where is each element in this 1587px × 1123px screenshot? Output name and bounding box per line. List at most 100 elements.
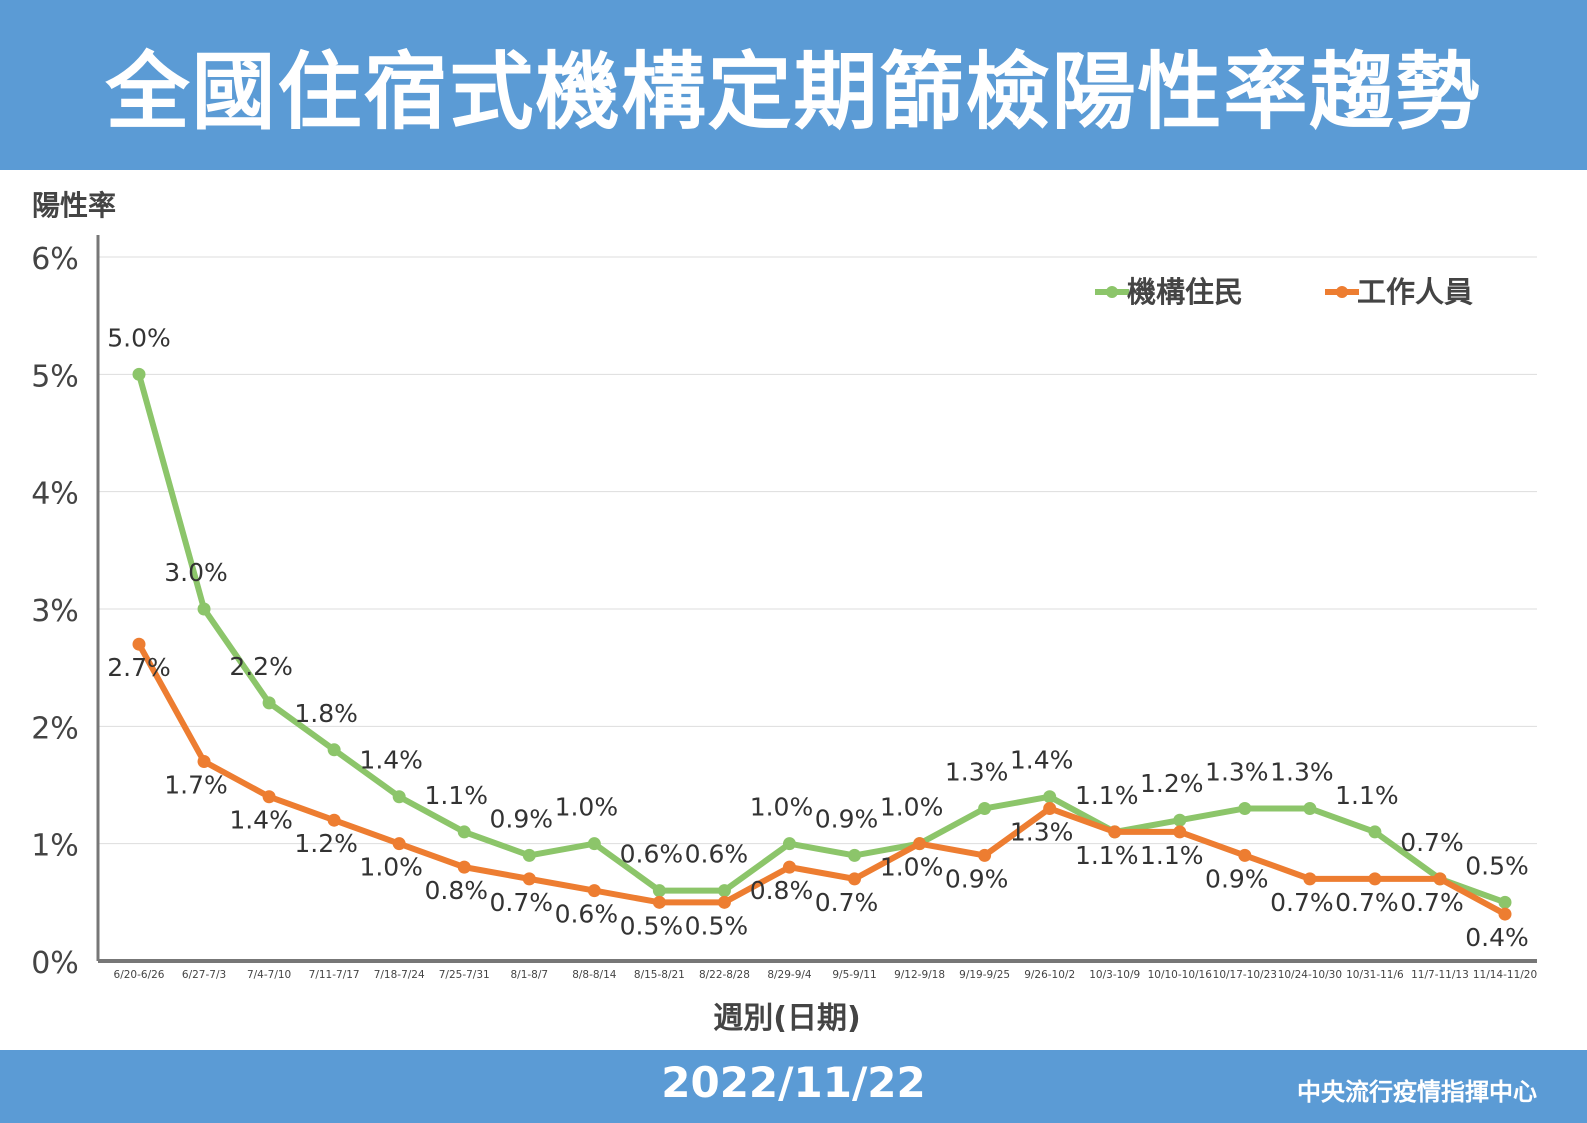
- data-point: [132, 367, 146, 381]
- data-label: 1.0%: [555, 793, 619, 822]
- data-point: [1043, 790, 1057, 804]
- data-point: [587, 884, 601, 898]
- data-label: 0.7%: [490, 888, 554, 917]
- x-tick-label: 9/5-9/11: [832, 969, 876, 981]
- data-label: 2.2%: [229, 652, 293, 681]
- series-line-1: [136, 642, 1507, 917]
- x-tick-label: 10/3-10/9: [1089, 969, 1140, 981]
- data-point: [848, 872, 862, 886]
- data-label: 1.0%: [880, 853, 944, 882]
- data-label: 0.8%: [424, 876, 488, 905]
- data-label: 0.9%: [1205, 864, 1269, 893]
- data-point: [197, 602, 211, 616]
- data-label: 0.5%: [1465, 851, 1529, 880]
- page-title: 全國住宿式機構定期篩檢陽性率趨勢: [0, 0, 1587, 170]
- x-tick-label: 8/15-8/21: [634, 969, 685, 981]
- data-label: 0.9%: [945, 864, 1009, 893]
- data-point: [1498, 895, 1512, 909]
- x-tick-label: 8/22-8/28: [699, 969, 750, 981]
- data-point: [913, 837, 927, 851]
- y-tick-label: 1%: [31, 829, 79, 864]
- data-point: [1303, 801, 1317, 815]
- data-point: [652, 884, 666, 898]
- data-point: [1173, 825, 1187, 839]
- y-tick-label: 3%: [31, 594, 79, 629]
- data-point: [392, 790, 406, 804]
- data-label: 0.9%: [490, 804, 554, 833]
- x-tick-label: 8/1-8/7: [510, 969, 548, 981]
- data-point: [1238, 801, 1252, 815]
- data-point: [522, 848, 536, 862]
- data-point: [197, 755, 211, 769]
- data-label: 1.0%: [750, 793, 814, 822]
- legend-marker: [1336, 286, 1348, 298]
- y-tick-label: 0%: [31, 946, 79, 981]
- data-label: 0.7%: [815, 888, 879, 917]
- data-point: [1303, 872, 1317, 886]
- data-label: 0.6%: [620, 840, 684, 869]
- data-point: [1368, 872, 1382, 886]
- organization: 中央流行疫情指揮中心: [1297, 1078, 1537, 1106]
- series-line-0: [136, 373, 1507, 906]
- data-point: [1108, 825, 1122, 839]
- data-point: [262, 696, 276, 710]
- data-label: 1.4%: [1010, 746, 1074, 775]
- x-tick-label: 6/27-7/3: [182, 969, 226, 981]
- x-tick-label: 11/14-11/20: [1473, 969, 1537, 981]
- data-label: 1.3%: [1270, 757, 1334, 786]
- data-point: [1238, 848, 1252, 862]
- data-label: 1.2%: [294, 829, 358, 858]
- data-label: 1.0%: [359, 853, 423, 882]
- y-axis-title: 陽性率: [32, 189, 116, 222]
- x-tick-label: 8/29-9/4: [767, 969, 812, 981]
- data-point: [1043, 801, 1057, 815]
- data-point: [392, 837, 406, 851]
- y-tick-label: 6%: [31, 242, 79, 277]
- x-tick-label: 10/10-10/16: [1148, 969, 1213, 981]
- x-tick-label: 7/25-7/31: [439, 969, 490, 981]
- data-label: 1.2%: [1140, 769, 1204, 798]
- data-point: [1368, 825, 1382, 839]
- data-point: [1498, 907, 1512, 921]
- x-tick-label: 9/12-9/18: [894, 969, 945, 981]
- data-label: 1.1%: [1075, 781, 1139, 810]
- data-label: 0.5%: [685, 911, 749, 940]
- data-label: 1.3%: [945, 757, 1009, 786]
- x-tick-label: 10/24-10/30: [1278, 969, 1342, 981]
- x-tick-label: 9/19-9/25: [959, 969, 1010, 981]
- x-tick-label: 8/8-8/14: [572, 969, 617, 981]
- x-tick-label: 7/4-7/10: [247, 969, 291, 981]
- x-tick-label: 7/18-7/24: [374, 969, 425, 981]
- data-label: 0.7%: [1335, 888, 1399, 917]
- legend-marker: [1106, 286, 1118, 298]
- data-point: [327, 743, 341, 757]
- data-point: [782, 860, 796, 874]
- data-label: 0.6%: [685, 840, 749, 869]
- legend-label: 工作人員: [1357, 275, 1473, 309]
- data-label: 0.5%: [620, 911, 684, 940]
- x-tick-label: 10/31-11/6: [1346, 969, 1404, 981]
- data-point: [457, 860, 471, 874]
- data-point: [652, 895, 666, 909]
- x-tick-label: 6/20-6/26: [114, 969, 165, 981]
- data-label: 1.3%: [1205, 757, 1269, 786]
- data-point: [848, 848, 862, 862]
- footer: 2022/11/22 中央流行疫情指揮中心: [0, 1050, 1587, 1123]
- data-label: 1.0%: [880, 793, 944, 822]
- data-label: 1.4%: [229, 806, 293, 835]
- data-label: 1.8%: [294, 699, 358, 728]
- data-point: [1173, 813, 1187, 827]
- data-label: 1.1%: [1075, 841, 1139, 870]
- data-point: [978, 801, 992, 815]
- data-label: 0.8%: [750, 876, 814, 905]
- data-point: [1433, 872, 1447, 886]
- data-point: [717, 884, 731, 898]
- data-point: [717, 895, 731, 909]
- data-label: 0.7%: [1400, 828, 1464, 857]
- x-axis-title: 週別(日期): [713, 1001, 860, 1036]
- data-label: 1.4%: [359, 746, 423, 775]
- x-tick-label: 7/11-7/17: [309, 969, 360, 981]
- data-label: 0.4%: [1465, 923, 1529, 952]
- y-tick-label: 2%: [31, 711, 79, 746]
- data-point: [457, 825, 471, 839]
